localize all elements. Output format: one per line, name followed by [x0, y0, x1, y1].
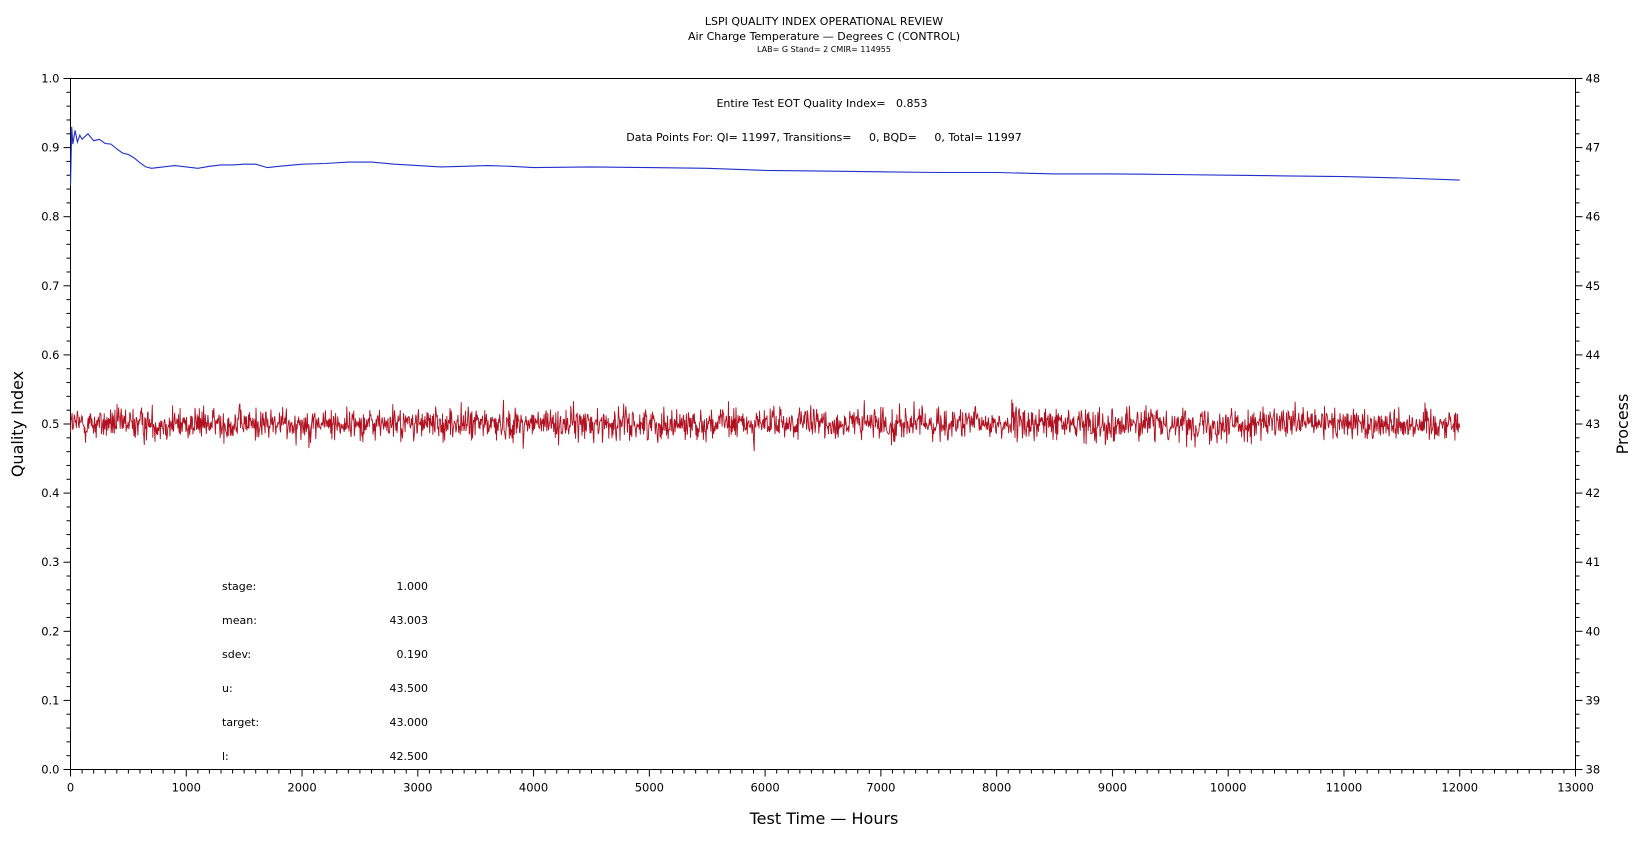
chart-title: LSPI QUALITY INDEX OPERATIONAL REVIEW	[705, 15, 943, 28]
process-series-line	[70, 399, 1461, 452]
y-tick-label: 0.2	[41, 624, 59, 638]
x-tick-label: 10000	[1210, 781, 1247, 795]
x-tick-label: 0	[67, 781, 74, 795]
x-tick-label: 6000	[750, 781, 779, 795]
x-tick-label: 2000	[287, 781, 316, 795]
y2-tick-label: 47	[1586, 141, 1601, 155]
y-tick-label: 0.4	[41, 486, 59, 500]
y2-tick-label: 43	[1586, 417, 1601, 431]
quality-index-series-line	[69, 126, 1460, 186]
x-tick-label: 5000	[635, 781, 664, 795]
y2-tick-label: 46	[1586, 210, 1601, 224]
y-axis-label: Quality Index	[8, 371, 27, 477]
stats-block: stage: 1.000 mean: 43.003 sdev: 0.190 u:…	[222, 580, 428, 763]
y-tick-label: 0.8	[41, 210, 59, 224]
y-tick-label: 0.1	[41, 693, 59, 707]
y-tick-label: 1.0	[41, 72, 59, 86]
y2-axis-label: Process	[1613, 394, 1632, 455]
x-tick-label: 11000	[1326, 781, 1363, 795]
stat-l-label: l:	[222, 750, 229, 763]
stat-target-label: target:	[222, 716, 259, 729]
y-tick-label: 0.9	[41, 141, 59, 155]
stat-target-value: 43.000	[390, 716, 429, 729]
y-tick-label: 0.6	[41, 348, 59, 362]
x-axis-label: Test Time — Hours	[749, 809, 899, 828]
y2-tick-label: 38	[1586, 763, 1601, 777]
x-tick-label: 13000	[1557, 781, 1594, 795]
left-axis: 0.0 0.1 0.2 0.3 0.4 0.5 0.6 0.7 0.8 0.9 1.0	[41, 72, 71, 777]
x-tick-label: 12000	[1441, 781, 1478, 795]
chart-subtitle: Air Charge Temperature — Degrees C (CONT…	[688, 30, 960, 43]
y-tick-label: 0.0	[41, 763, 59, 777]
stat-sdev-value: 0.190	[397, 648, 429, 661]
y2-tick-label: 39	[1586, 693, 1601, 707]
y-tick-label: 0.7	[41, 279, 59, 293]
stat-mean-label: mean:	[222, 614, 257, 627]
y2-tick-label: 44	[1586, 348, 1601, 362]
bottom-axis: 0 1000 2000 3000 4000 5000 6000 7000 8000 9000 100…	[67, 769, 1594, 795]
stat-u-label: u:	[222, 682, 233, 695]
data-points-annotation: Data Points For: QI= 11997, Transitions=…	[626, 131, 1021, 144]
x-tick-label: 7000	[866, 781, 895, 795]
stat-sdev-label: sdev:	[222, 648, 251, 661]
quality-index-annotation: Entire Test EOT Quality Index= 0.853	[716, 97, 927, 110]
x-tick-label: 9000	[1098, 781, 1127, 795]
y2-tick-label: 48	[1586, 72, 1601, 86]
y2-tick-label: 40	[1586, 624, 1601, 638]
stat-stage-label: stage:	[222, 580, 256, 593]
y-tick-label: 0.3	[41, 555, 59, 569]
y2-tick-label: 45	[1586, 279, 1601, 293]
stat-u-value: 43.500	[390, 682, 429, 695]
x-tick-label: 3000	[403, 781, 432, 795]
stat-stage-value: 1.000	[397, 580, 429, 593]
y2-tick-label: 42	[1586, 486, 1601, 500]
y-tick-label: 0.5	[41, 417, 59, 431]
x-tick-label: 8000	[982, 781, 1011, 795]
stat-mean-value: 43.003	[390, 614, 429, 627]
x-tick-label: 1000	[172, 781, 201, 795]
right-axis: 38 39 40 41 42 43 44 45 46 47 48	[1575, 72, 1601, 777]
y2-tick-label: 41	[1586, 555, 1601, 569]
stat-l-value: 42.500	[390, 750, 429, 763]
x-tick-label: 4000	[519, 781, 548, 795]
chart-subtitle-2: LAB= G Stand= 2 CMIR= 114955	[757, 45, 891, 54]
